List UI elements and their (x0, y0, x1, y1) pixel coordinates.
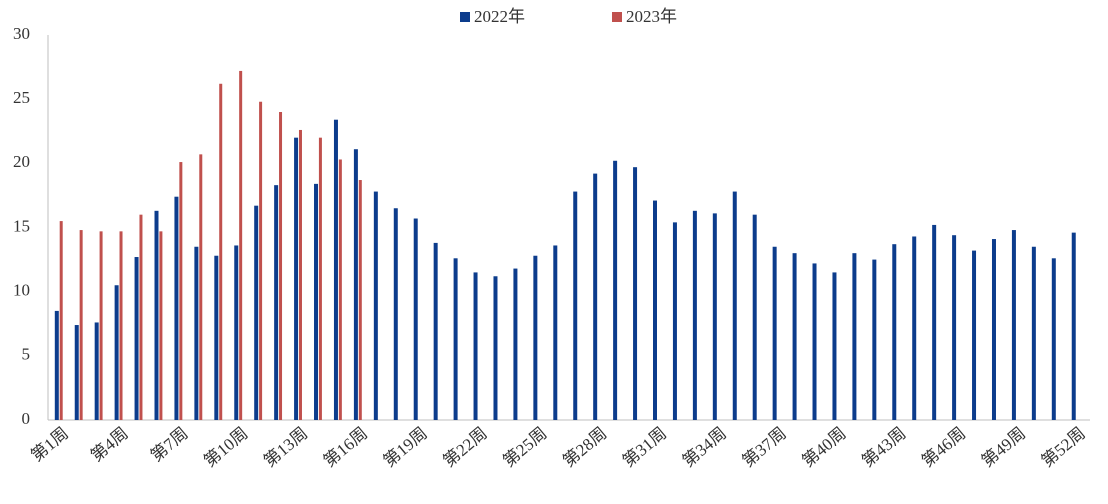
x-tick-label: 第13周 (260, 424, 311, 471)
bar (54, 310, 59, 420)
bar (653, 200, 657, 420)
y-tick-label: 5 (22, 345, 31, 364)
bar (179, 162, 183, 421)
bar (712, 213, 717, 420)
bar (298, 129, 302, 420)
x-tick-label: 第52周 (1038, 424, 1089, 471)
bar (1011, 230, 1016, 420)
bar (154, 210, 159, 420)
bar (254, 205, 259, 420)
bar (99, 231, 103, 420)
bar (194, 246, 199, 420)
x-tick-label: 第34周 (679, 424, 730, 471)
bar (952, 235, 957, 420)
x-tick-label: 第10周 (200, 424, 251, 471)
bar (234, 245, 239, 420)
bar (274, 185, 279, 420)
legend-swatch (612, 12, 622, 22)
bar (259, 101, 263, 420)
bar (972, 250, 977, 420)
bar (772, 246, 777, 420)
bar (214, 255, 219, 420)
bar (553, 245, 558, 420)
bar (872, 259, 877, 420)
bar (792, 253, 797, 420)
y-tick-label: 15 (13, 216, 30, 235)
bar (318, 137, 322, 420)
bar (533, 255, 538, 420)
legend-label: 2023年 (626, 7, 677, 26)
bar (59, 221, 63, 420)
bar (752, 214, 757, 420)
bar (174, 196, 179, 420)
legend-swatch (460, 12, 470, 22)
bar (513, 268, 518, 420)
bar (393, 208, 398, 420)
bar (413, 218, 418, 420)
bar (358, 180, 362, 420)
bar (134, 257, 139, 420)
x-tick-label: 第1周 (27, 424, 72, 466)
y-tick-label: 10 (13, 281, 30, 300)
x-tick-label: 第37周 (739, 424, 790, 471)
bar (672, 222, 677, 420)
bar (812, 263, 817, 420)
x-tick-label: 第19周 (380, 424, 431, 471)
y-tick-label: 0 (22, 409, 31, 428)
bar (852, 253, 857, 420)
x-tick-label: 第25周 (499, 424, 550, 471)
bar (692, 210, 697, 420)
x-tick-label: 第43周 (858, 424, 909, 471)
bar (114, 285, 119, 420)
y-tick-label: 30 (13, 24, 30, 43)
bar (573, 191, 578, 420)
bar (239, 70, 243, 420)
bar (314, 183, 319, 420)
bar (333, 119, 338, 420)
bar (159, 231, 163, 420)
x-tick-label: 第7周 (147, 424, 192, 466)
bar (633, 167, 638, 420)
bar (991, 239, 996, 420)
x-tick-label: 第40周 (798, 424, 849, 471)
x-tick-label: 第49周 (978, 424, 1029, 471)
bar (732, 191, 737, 420)
x-tick-label: 第4周 (87, 424, 132, 466)
bar (353, 149, 358, 420)
x-tick-label: 第16周 (320, 424, 371, 471)
bar (338, 159, 342, 420)
bar (453, 258, 458, 420)
legend-label: 2022年 (474, 7, 525, 26)
bar (613, 160, 618, 420)
x-tick-label: 第28周 (559, 424, 610, 471)
bar (1031, 246, 1036, 420)
x-tick-label: 第22周 (440, 424, 491, 471)
bar (79, 230, 83, 420)
bar (473, 272, 478, 420)
bar (74, 325, 79, 420)
bar (912, 236, 917, 420)
bar (279, 112, 283, 420)
bar (94, 322, 99, 420)
bar (932, 224, 937, 420)
bar (1051, 258, 1056, 420)
bar (119, 231, 123, 420)
bar (433, 242, 438, 420)
bar (219, 83, 223, 421)
bar (832, 272, 837, 420)
bar (199, 154, 203, 420)
bar (493, 276, 498, 420)
y-tick-label: 20 (13, 152, 30, 171)
x-tick-label: 第46周 (918, 424, 969, 471)
bar (593, 173, 598, 420)
bar (139, 214, 143, 420)
x-tick-label: 第31周 (619, 424, 670, 471)
bar (373, 191, 378, 420)
bar (294, 137, 299, 420)
bar (892, 244, 897, 420)
y-tick-label: 25 (13, 88, 30, 107)
bar (1071, 232, 1076, 420)
